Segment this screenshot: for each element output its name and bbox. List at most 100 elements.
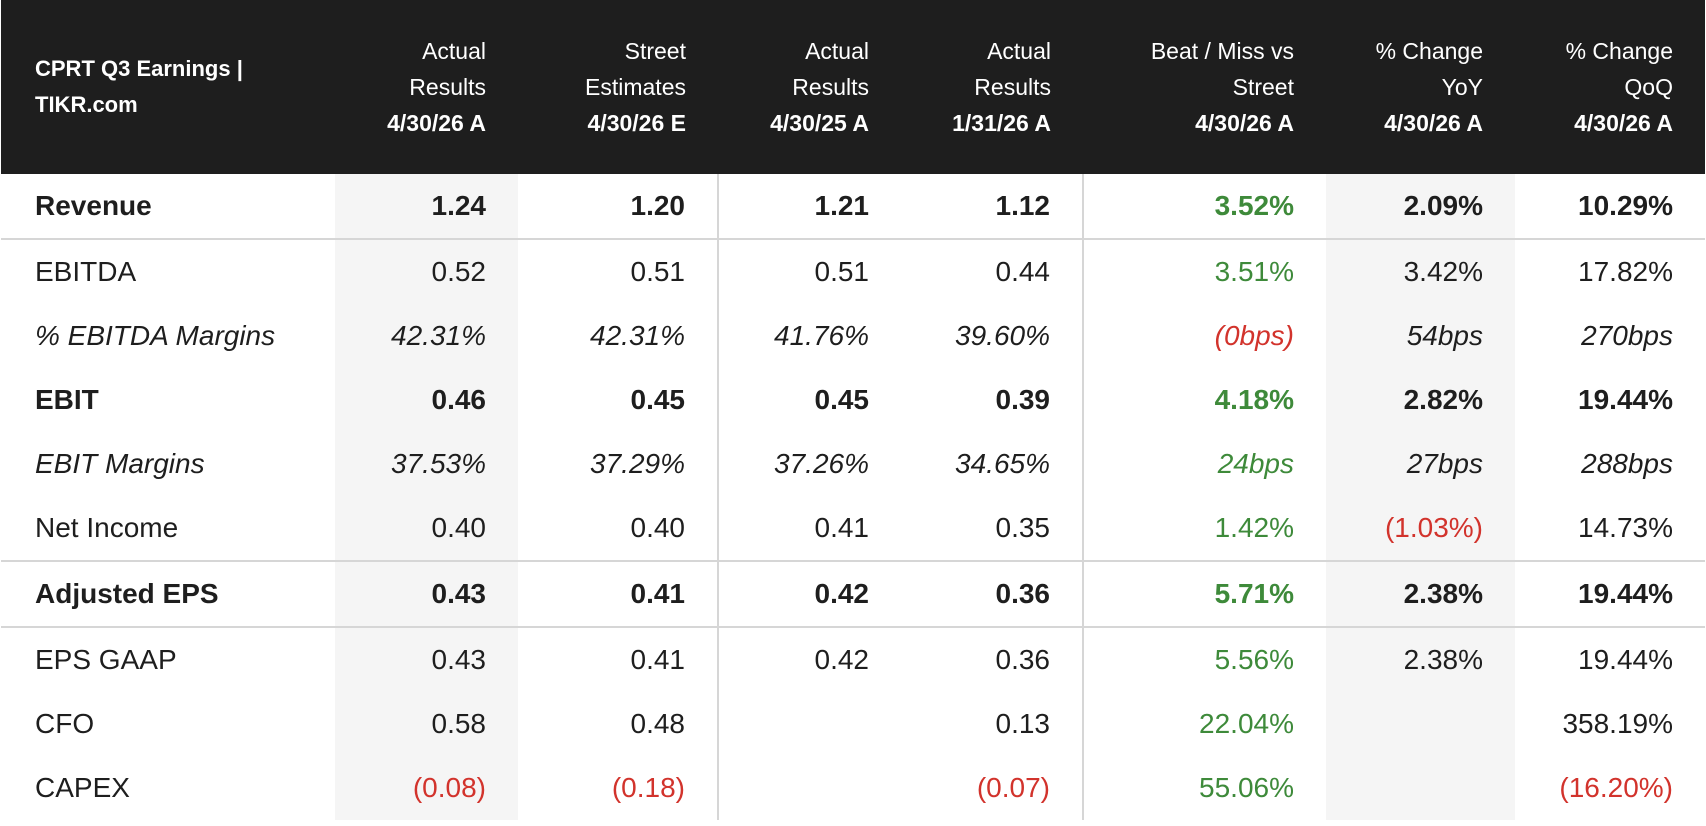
- row-label: Adjusted EPS: [1, 561, 335, 628]
- table-cell: (0bps): [1082, 304, 1326, 368]
- table-cell: 14.73%: [1515, 496, 1705, 562]
- column-header-period: 4/30/25 A: [770, 110, 869, 136]
- table-cell: 37.53%: [335, 432, 518, 496]
- table-title: CPRT Q3 Earnings | TIKR.com: [1, 0, 335, 174]
- table-body: Revenue 1.24 1.20 1.21 1.12 3.52% 2.09% 10.29% E…: [1, 174, 1705, 820]
- table-cell: 0.58: [335, 692, 518, 756]
- table-cell: [1326, 756, 1515, 820]
- column-header: Actual Results 1/31/26 A: [901, 0, 1083, 174]
- table-cell: 288bps: [1581, 448, 1673, 479]
- table-cell: 0.40: [518, 496, 718, 562]
- row-label: Net Income: [1, 496, 335, 562]
- table-cell: 0.46: [335, 368, 518, 432]
- column-header: % Change YoY 4/30/26 A: [1326, 0, 1515, 174]
- table-cell: 1.24: [335, 174, 518, 240]
- table-cell: 1.12: [901, 174, 1083, 240]
- table-row: % EBITDA Margins 42.31% 42.31% 41.76% 39.60%…: [1, 304, 1705, 368]
- table-cell: 22.04%: [1082, 692, 1326, 756]
- column-header-title: % Change YoY: [1375, 38, 1483, 100]
- row-label: EBITDA: [35, 256, 137, 287]
- table-cell: 0.36: [995, 644, 1051, 675]
- table-cell: (1.03%): [1326, 496, 1515, 562]
- table-cell: 3.42%: [1326, 239, 1515, 304]
- table-cell: 24bps: [1082, 432, 1326, 496]
- table-cell: 1.42%: [1082, 496, 1326, 562]
- row-label: EPS GAAP: [35, 644, 177, 675]
- table-cell: 4.18%: [1082, 368, 1326, 432]
- table-cell: 0.51: [630, 256, 686, 287]
- row-label: % EBITDA Margins: [35, 320, 276, 351]
- table-cell: 0.45: [717, 368, 901, 432]
- column-header: Street Estimates 4/30/26 E: [518, 0, 718, 174]
- table-cell: 0.41: [630, 644, 686, 675]
- table-cell: 5.71%: [1082, 561, 1326, 628]
- table-cell: 0.41: [518, 561, 718, 628]
- table-row: Net Income 0.40 0.40 0.41 0.35 1.42% (1.03%) 14…: [1, 496, 1705, 562]
- table-cell: 0.41: [717, 496, 901, 562]
- header-row: CPRT Q3 Earnings | TIKR.com Actual Resul…: [1, 0, 1705, 174]
- column-header: Actual Results 4/30/26 A: [335, 0, 518, 174]
- table-cell: 0.35: [901, 496, 1083, 562]
- table-cell: 3.51%: [1082, 239, 1326, 304]
- column-header-title: Beat / Miss vs Street: [1150, 38, 1294, 100]
- table-cell: 55.06%: [1082, 756, 1326, 820]
- table-cell: 2.09%: [1326, 174, 1515, 240]
- column-header-title: % Change QoQ: [1565, 38, 1673, 100]
- row-label: CAPEX: [35, 772, 130, 803]
- table-cell: 37.29%: [590, 448, 685, 479]
- table-cell: 5.56%: [1082, 627, 1326, 692]
- table-cell: (16.20%): [1559, 772, 1673, 803]
- table-cell: 10.29%: [1515, 174, 1705, 240]
- column-header-title: Actual Results: [792, 38, 869, 100]
- table-cell: 1.21: [717, 174, 901, 240]
- table-row: EBIT Margins 37.53% 37.29% 37.26% 34.65% 24bp…: [1, 432, 1705, 496]
- column-header-period: 4/30/26 A: [1195, 110, 1294, 136]
- table-cell: 2.82%: [1326, 368, 1515, 432]
- table-cell: 42.31%: [335, 304, 518, 368]
- table-cell: 0.36: [901, 561, 1083, 628]
- table-row: CAPEX (0.08) (0.18) (0.07) 55.06% (16.20%): [1, 756, 1705, 820]
- table-row: EBIT 0.46 0.45 0.45 0.39 4.18% 2.82% 19.44%: [1, 368, 1705, 432]
- table-cell: 0.42: [717, 627, 901, 692]
- table-cell: 37.26%: [717, 432, 901, 496]
- table-cell: 0.40: [335, 496, 518, 562]
- table-cell: 2.38%: [1326, 627, 1515, 692]
- table-cell: 19.44%: [1578, 384, 1673, 415]
- table-cell: 39.60%: [955, 320, 1050, 351]
- column-header: Actual Results 4/30/25 A: [718, 0, 901, 174]
- column-header-period: 4/30/26 A: [1574, 110, 1673, 136]
- table-cell: 19.44%: [1578, 644, 1673, 675]
- row-label: Revenue: [1, 174, 335, 240]
- column-header-period: 4/30/26 A: [1384, 110, 1483, 136]
- table-row: CFO 0.58 0.48 0.13 22.04% 358.19%: [1, 692, 1705, 756]
- table-cell: [717, 756, 901, 820]
- table-cell: 42.31%: [590, 320, 685, 351]
- table-cell: 19.44%: [1515, 561, 1705, 628]
- table-cell: 0.52: [335, 239, 518, 304]
- column-header-period: 4/30/26 E: [587, 110, 686, 136]
- table-cell: 0.42: [717, 561, 901, 628]
- row-label: EBIT: [35, 384, 99, 415]
- column-header: Beat / Miss vs Street 4/30/26 A: [1083, 0, 1326, 174]
- table-cell: 34.65%: [955, 448, 1050, 479]
- table-cell: 1.20: [518, 174, 718, 240]
- row-label: EBIT Margins: [35, 448, 205, 479]
- table-row: EBITDA 0.52 0.51 0.51 0.44 3.51% 3.42% 17.82%: [1, 239, 1705, 304]
- table-cell: 358.19%: [1562, 708, 1673, 739]
- table-cell: 3.52%: [1082, 174, 1326, 240]
- column-header-title: Street Estimates: [585, 38, 686, 100]
- table-cell: 0.48: [630, 708, 686, 739]
- column-header-title: Actual Results: [409, 38, 486, 100]
- table-row: Adjusted EPS 0.43 0.41 0.42 0.36 5.71% 2.38% 19…: [1, 561, 1705, 628]
- table-cell: 0.43: [335, 627, 518, 692]
- table-cell: 41.76%: [717, 304, 901, 368]
- table-cell: 17.82%: [1578, 256, 1673, 287]
- table-cell: 2.38%: [1326, 561, 1515, 628]
- table-cell: 0.39: [995, 384, 1051, 415]
- table-cell: (0.08): [335, 756, 518, 820]
- column-header: % Change QoQ 4/30/26 A: [1515, 0, 1705, 174]
- column-header-period: 1/31/26 A: [952, 110, 1051, 136]
- column-header-title: Actual Results: [974, 38, 1051, 100]
- table-cell: 0.44: [995, 256, 1051, 287]
